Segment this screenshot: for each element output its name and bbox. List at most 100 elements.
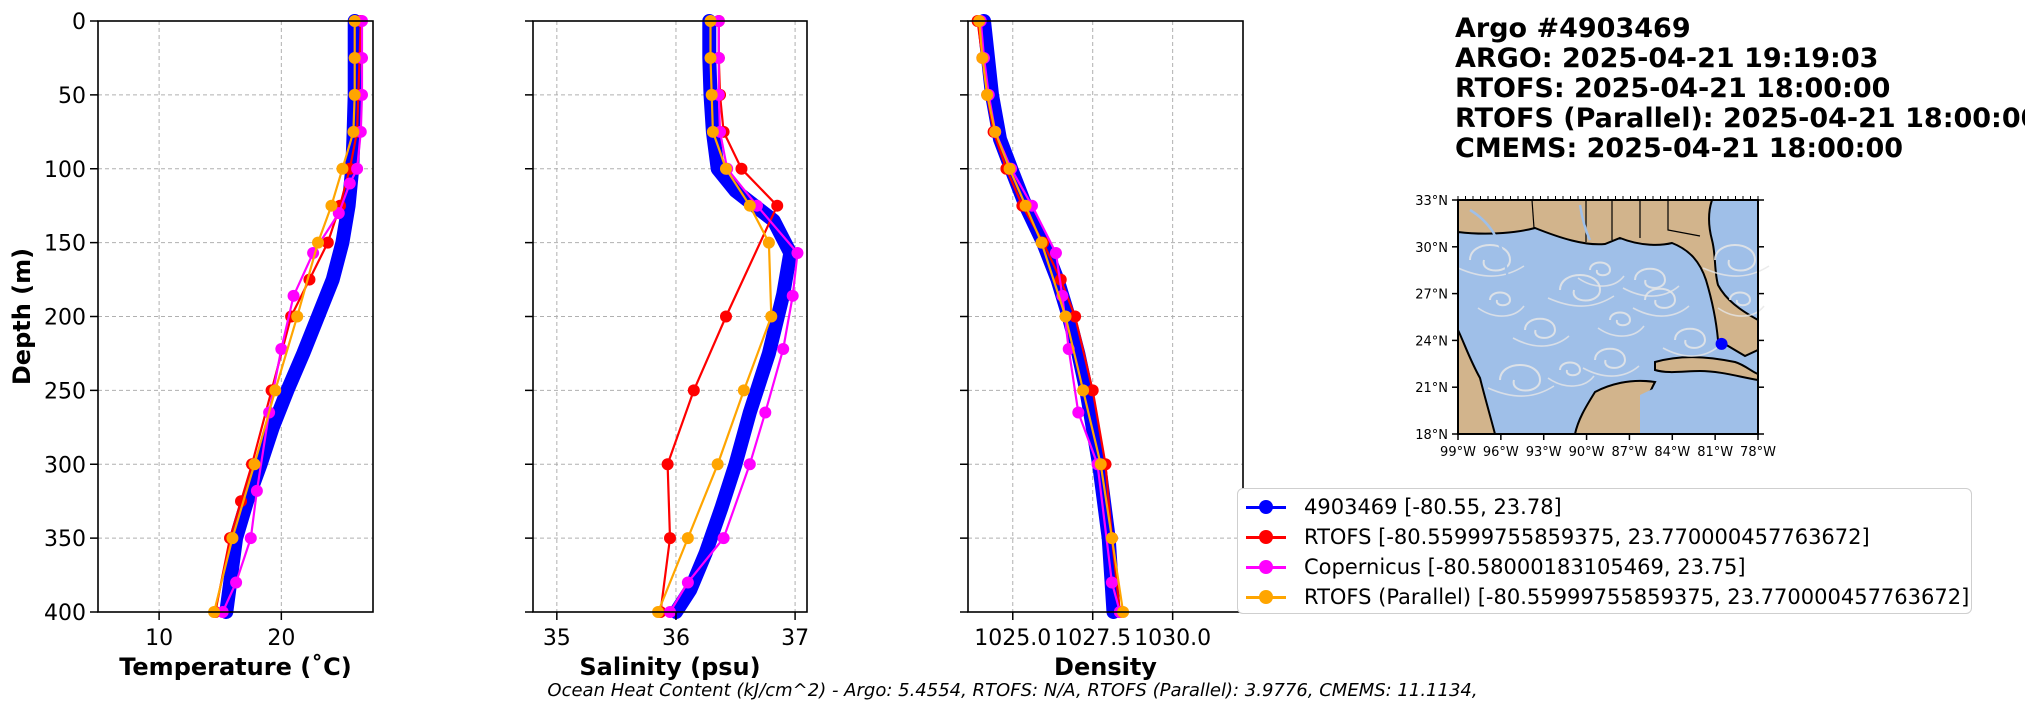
data-point-rtofs-parallel (1094, 458, 1107, 471)
streamline (1489, 291, 1512, 307)
x-tick-label: 1027.5 (1054, 626, 1131, 651)
map-rivers (1469, 204, 1592, 291)
y-tick-label: 300 (44, 453, 86, 478)
data-point-rtofs-parallel (269, 384, 282, 397)
map-lat-label: 21°N (1415, 381, 1448, 396)
x-axis-label: Salinity (psu) (579, 653, 760, 681)
y-tick-label: 0 (72, 10, 86, 35)
data-point-rtofs-parallel (1105, 532, 1118, 545)
legend-swatch-copernicus (1246, 557, 1286, 577)
data-point-rtofs-parallel (681, 532, 694, 545)
title-line-cmems-time: CMEMS: 2025-04-21 18:00:00 (1455, 133, 1904, 164)
streamline (1469, 244, 1512, 272)
data-point-rtofs-parallel (705, 88, 718, 101)
data-point-rtofs-parallel (976, 51, 989, 64)
data-point-argo (342, 199, 355, 212)
data-point-rtofs-parallel (1035, 236, 1048, 249)
current-streamlines (1457, 244, 1770, 397)
streamline (1547, 375, 1595, 387)
data-point-rtofs (1086, 384, 1099, 397)
data-point-copernicus (759, 406, 772, 419)
data-point-copernicus (244, 532, 257, 545)
data-point-rtofs-parallel (743, 199, 756, 212)
streamline (1589, 261, 1612, 277)
data-point-rtofs (687, 384, 700, 397)
x-tick-label: 1025.0 (974, 626, 1051, 651)
data-point-copernicus (332, 207, 345, 220)
data-point-rtofs-parallel (226, 532, 239, 545)
streamline (1714, 244, 1757, 272)
x-tick-label: 1030.0 (1134, 626, 1211, 651)
data-point-argo (715, 502, 728, 515)
profile-panel-2: 35 36 37 Salinity (psu) (525, 14, 809, 681)
map-tick-labels: 99°W 96°W 93°W 90°W 87°W 84°W 81°W 78°W 33°N 30°N… (1415, 194, 1776, 460)
x-tick-label: 20 (267, 626, 295, 651)
streamline (1632, 305, 1690, 317)
y-tick-label: 200 (44, 306, 86, 331)
legend-swatch-rtofs (1246, 527, 1286, 547)
streamline (1729, 291, 1752, 307)
map-ocean (1457, 199, 1770, 435)
data-point-copernicus (250, 484, 263, 497)
data-point-rtofs-parallel (1003, 162, 1016, 175)
map-lon-label: 99°W (1440, 445, 1476, 460)
streamline (1662, 345, 1720, 357)
legend-label-rtofs: RTOFS [-80.55999755859375, 23.7700004577… (1304, 525, 1870, 549)
series-line-rtofs-parallel (657, 21, 773, 613)
x-axis-label: Density (1054, 653, 1157, 681)
x-tick-label: 35 (543, 626, 571, 651)
streamline (1477, 305, 1525, 317)
data-point-copernicus (275, 343, 288, 356)
map-lon-label: 84°W (1654, 445, 1690, 460)
data-point-rtofs-parallel (989, 125, 1002, 138)
series-line-copernicus (669, 21, 799, 613)
x-tick-label: 36 (662, 626, 690, 651)
data-point-rtofs-parallel (765, 310, 778, 323)
streamline (1577, 275, 1625, 287)
data-point-rtofs-parallel (1077, 384, 1090, 397)
legend-label-rtofs-parallel: RTOFS (Parallel) [-80.55999755859375, 23… (1304, 585, 1970, 609)
legend-item-argo: 4903469 [-80.55, 23.78] (1246, 492, 1562, 522)
data-point-rtofs (771, 199, 784, 212)
gulf-map: 99°W 96°W 93°W 90°W 87°W 84°W 81°W 78°W 33°N 30°N… (1415, 194, 1776, 460)
map-lat-label: 18°N (1415, 428, 1448, 443)
title-line-argo-id: Argo #4903469 (1455, 13, 1691, 44)
map-lon-label: 93°W (1526, 445, 1562, 460)
data-point-copernicus (717, 532, 730, 545)
data-point-rtofs-parallel (762, 236, 775, 249)
streamline (1547, 295, 1615, 307)
data-point-copernicus (786, 289, 799, 302)
data-point-copernicus (1072, 406, 1085, 419)
data-point-rtofs-parallel (336, 162, 349, 175)
data-point-rtofs (719, 310, 732, 323)
data-point-copernicus (1049, 246, 1062, 259)
data-point-copernicus (343, 177, 356, 190)
legend-label-argo: 4903469 [-80.55, 23.78] (1304, 495, 1562, 519)
y-tick-label: 250 (44, 379, 86, 404)
legend-item-rtofs: RTOFS [-80.55999755859375, 23.7700004577… (1246, 522, 1870, 552)
data-point-rtofs-parallel (706, 125, 719, 138)
data-point-argo (762, 347, 775, 360)
title-line-rtofs-time: RTOFS: 2025-04-21 18:00:00 (1455, 73, 1891, 104)
title-line-argo-time: ARGO: 2025-04-21 19:19:03 (1455, 43, 1879, 74)
y-tick-label: 400 (44, 601, 86, 626)
data-point-rtofs-parallel (711, 458, 724, 471)
data-point-rtofs-parallel (348, 88, 361, 101)
streamline (1594, 347, 1627, 369)
data-point-copernicus (681, 576, 694, 589)
data-point-rtofs (661, 458, 674, 471)
x-tick-label: 10 (145, 626, 173, 651)
data-point-rtofs (664, 532, 676, 545)
x-axis-label: Temperature (˚C) (119, 653, 352, 681)
data-point-rtofs-parallel (291, 310, 304, 323)
streamline (1609, 311, 1632, 327)
title-line-rtofs-parallel-time: RTOFS (Parallel): 2025-04-21 18:00:00 (1455, 103, 2025, 134)
streamline (1597, 325, 1645, 337)
streamline (1524, 317, 1557, 339)
y-tick-label: 50 (58, 84, 86, 109)
ocean-heat-content-footer: Ocean Heat Content (kJ/cm^2) - Argo: 5.4… (547, 680, 1478, 701)
data-point-rtofs-parallel (325, 199, 338, 212)
data-point-rtofs-parallel (719, 162, 732, 175)
series-line-rtofs (214, 20, 362, 613)
y-tick-label: 150 (44, 232, 86, 257)
